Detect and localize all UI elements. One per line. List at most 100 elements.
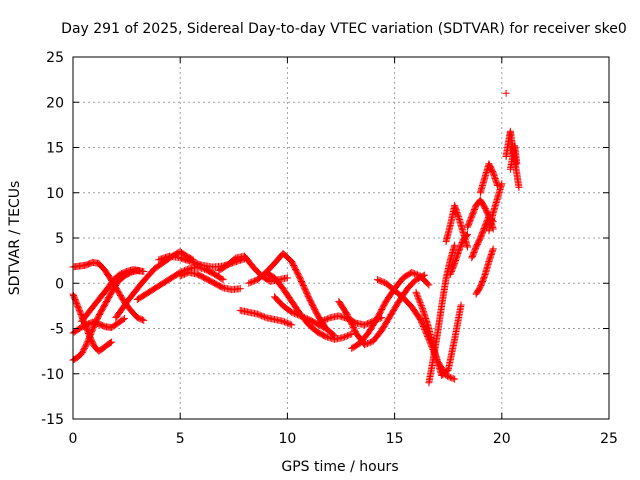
data-point [419, 321, 427, 329]
data-point [425, 281, 433, 289]
data-point [248, 278, 256, 286]
data-point [342, 332, 350, 340]
data-point [82, 340, 90, 348]
y-axis-title: SDTVAR / TECUs [7, 181, 23, 296]
data-point [412, 270, 420, 278]
data-point [408, 268, 416, 276]
data-point [414, 293, 422, 301]
data-point [288, 308, 296, 316]
data-point [279, 317, 287, 325]
y-tick-label: 15 [46, 141, 64, 157]
data-point [418, 318, 426, 326]
data-point [376, 277, 384, 285]
x-tick-labels: 0 5 10 15 20 25 [69, 431, 618, 447]
y-tick-label: -15 [41, 412, 64, 428]
series-arc-aa [485, 180, 506, 235]
data-point [339, 334, 347, 342]
data-point [413, 271, 421, 279]
data-point [409, 269, 417, 277]
data-point [251, 277, 259, 285]
data-point [319, 317, 327, 325]
data-point [289, 309, 297, 317]
data-point [451, 375, 459, 383]
data-point [323, 315, 331, 323]
data-point [463, 230, 471, 238]
data-point [108, 338, 116, 346]
data-point [258, 312, 266, 320]
data-point [293, 311, 301, 319]
y-tick-label: -10 [41, 367, 64, 383]
data-point [446, 373, 454, 381]
data-point [236, 285, 244, 293]
data-point [421, 327, 429, 335]
chart-title: Day 291 of 2025, Sidereal Day-to-day VTE… [61, 21, 627, 37]
data-point [140, 267, 148, 275]
data-point [321, 316, 329, 324]
data-point [218, 275, 226, 283]
y-tick-label: 0 [55, 276, 64, 292]
data-point [180, 270, 188, 278]
data-point [107, 339, 115, 347]
data-point [325, 314, 333, 322]
data-point [318, 317, 326, 325]
axis-ticks [72, 56, 610, 420]
data-point [414, 294, 422, 302]
data-point [331, 332, 339, 340]
data-point [298, 312, 306, 320]
x-tick-label: 5 [176, 431, 185, 447]
data-point [291, 309, 299, 317]
data-point [361, 321, 369, 329]
x-tick-label: 10 [278, 431, 296, 447]
data-point [259, 312, 267, 320]
data-point [457, 301, 465, 309]
data-point [283, 274, 291, 282]
data-point [345, 331, 353, 339]
data-point [416, 299, 424, 307]
data-point [299, 313, 307, 321]
data-point [285, 320, 293, 328]
data-point [463, 243, 471, 251]
data-point [413, 291, 421, 299]
data-point [411, 270, 419, 278]
data-point [375, 276, 383, 284]
data-point [219, 276, 227, 284]
data-point [179, 271, 187, 279]
data-point [346, 331, 354, 339]
data-point [451, 241, 459, 249]
data-point [417, 302, 425, 310]
data-point [413, 290, 421, 298]
data-point [322, 315, 330, 323]
data-point [82, 342, 90, 350]
x-tick-label: 25 [600, 431, 618, 447]
data-point [178, 271, 186, 279]
y-tick-label: 25 [46, 50, 64, 66]
data-point [448, 374, 456, 382]
data-point [302, 314, 310, 322]
data-point [283, 319, 291, 327]
series-arc-k [236, 306, 296, 329]
series-outlier [502, 89, 510, 97]
data-point [362, 320, 370, 328]
data-point [182, 270, 190, 278]
data-point [373, 276, 381, 284]
data-point [301, 314, 309, 322]
data-point [415, 296, 423, 304]
data-point [463, 231, 471, 239]
data-point [341, 333, 349, 341]
data-point [138, 316, 146, 324]
data-point [329, 331, 337, 339]
data-point [378, 277, 386, 285]
data-point [416, 315, 424, 323]
series-arc-z [476, 160, 502, 197]
data-point [363, 340, 371, 348]
data-point [292, 310, 300, 318]
data-point [417, 317, 425, 325]
data-point [498, 180, 506, 188]
data-point [296, 312, 304, 320]
data-point [502, 89, 510, 97]
grid-lines [73, 57, 609, 419]
data-point [288, 321, 296, 329]
data-point [135, 267, 143, 275]
data-point [256, 311, 264, 319]
y-tick-label: -5 [50, 322, 64, 338]
